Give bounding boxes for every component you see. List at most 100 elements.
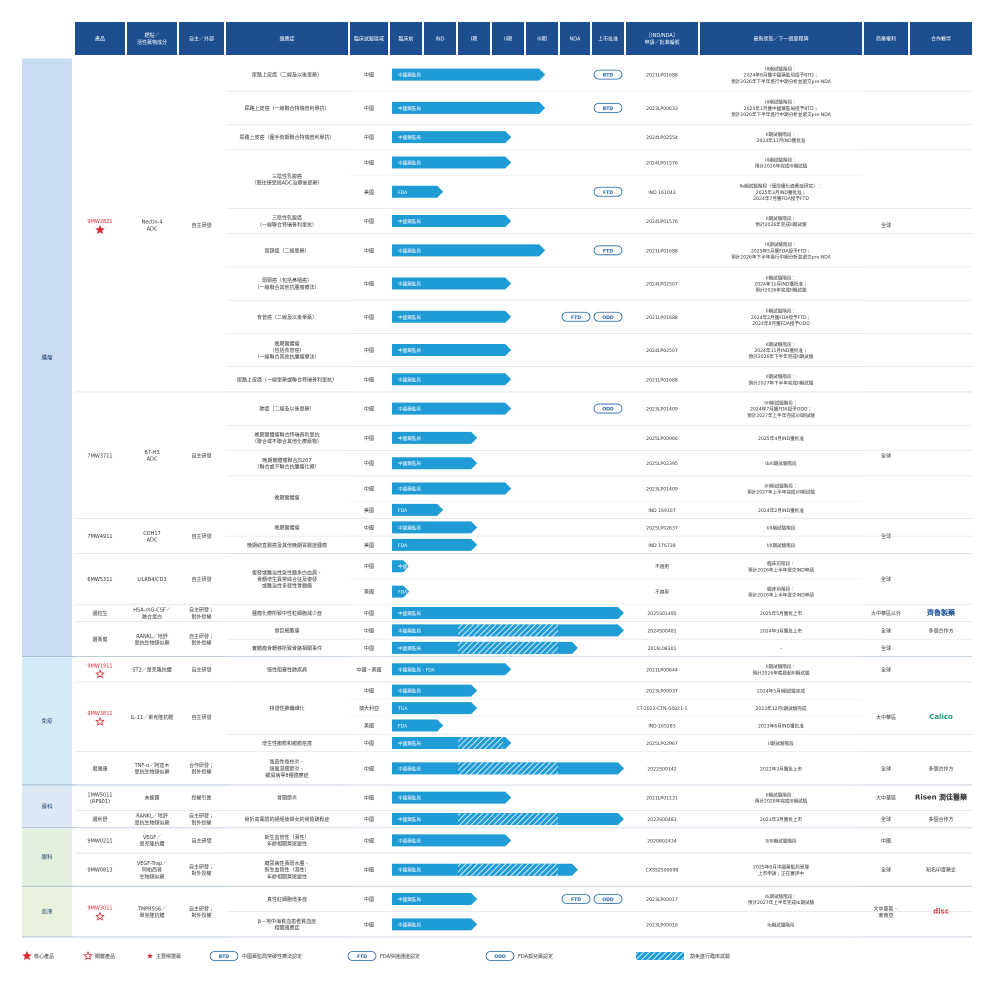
application-number: 不適用 [655, 588, 669, 595]
indication: 宮頸癌（二線單藥） [264, 247, 309, 254]
trial-region: 中國 [364, 405, 374, 412]
bar-label: 中國藥監局、FDA [398, 666, 436, 673]
target: RANKL／地舒單抗生物類似藥 [134, 812, 169, 826]
commercial-rights: 全球 [881, 221, 891, 228]
status: 2022年3月獲批上市 [760, 765, 803, 772]
key-star [95, 716, 105, 726]
product-name: 9MW0813 [87, 867, 112, 873]
commercial-rights: 全球 [881, 627, 891, 634]
target: VEGF／單克隆抗體 [139, 835, 164, 848]
product-name: 邁利舒 [92, 816, 107, 823]
indication: 特發性肺纖維化 [269, 705, 304, 712]
header-cell [560, 22, 590, 55]
application-number: 2024LP01576 [646, 219, 678, 225]
progress-bar [392, 606, 624, 619]
trial-region: 中國 [364, 159, 374, 166]
header-label: II期 [504, 36, 512, 42]
status: 臨床前階段：預計2026年上半年提交IND申請 [748, 585, 814, 598]
application-number: 2021LP01131 [646, 795, 678, 801]
section-label: 眼科 [41, 853, 53, 861]
header-label: 適應症 [279, 35, 294, 42]
legend-main: 主要候選藥 [156, 953, 181, 960]
application-number: CT-2022-CTN-04821-1 [637, 706, 688, 712]
designation-badge [593, 245, 623, 256]
status: II期試驗階段：預計2026年完成II期試驗 [755, 214, 807, 227]
trial-region: 中國 [364, 485, 374, 492]
indication: 肺癌（二線及以後單藥） [259, 405, 314, 412]
header-cell [226, 22, 348, 55]
application-number: 2023LP00016 [646, 922, 678, 928]
progress-bar [392, 719, 444, 732]
indication: 慢性阻塞性肺疾病 [267, 666, 307, 673]
indication: 真性紅細胞增多症 [267, 895, 307, 902]
bar-label: 中國藥監局 [398, 218, 421, 225]
indication: 新生血管性（濕性）年齡相關黃斑變性 [264, 834, 309, 848]
commercial-rights: 大中華區 [876, 713, 896, 720]
target: 未披露 [144, 794, 159, 801]
source: 自主研發 [191, 713, 211, 720]
key-star [83, 950, 93, 961]
source: 自主研發；對外授權 [189, 905, 214, 919]
target: ST2／單克隆抗體 [132, 666, 171, 673]
trial-region: 中國 [364, 687, 374, 694]
header-cell [526, 22, 558, 55]
product-name: 邁衛健 [92, 636, 107, 643]
indication: 增生性瘢痕和瘢痕疙瘩 [262, 740, 312, 747]
status: I/II期試驗階段： 2024年7月獲FDA授予ODD；預計2027年上半年完成I… [747, 399, 815, 418]
legend-badge-text: 中國藥監局突破性療法認定 [242, 953, 302, 960]
bar-label: 中國藥監局 [398, 460, 421, 467]
source: 自主研發 [191, 666, 211, 673]
progress-bar [392, 892, 478, 905]
bar-label: 中國藥監局 [398, 765, 421, 772]
product-name: 9MW1911 [87, 663, 112, 669]
bar-label: 中國藥監局 [398, 104, 421, 111]
core-star [95, 224, 105, 235]
application-number: 2023LP00633 [646, 105, 678, 111]
progress-bar [392, 402, 512, 415]
source: 自主研發 [191, 221, 211, 228]
bar-label: FDA [398, 589, 408, 595]
trial-region: 中國 [364, 816, 374, 823]
indication: 實體瘤骨轉移所致骨骼相關事件 [252, 644, 322, 651]
progress-bar [392, 702, 478, 715]
bar-label: 中國藥監局 [398, 159, 421, 166]
bar-label: 中國藥監局 [398, 921, 421, 928]
application-number: IND 161043 [648, 189, 675, 195]
core-star [22, 950, 32, 961]
legend-badge-text: FDA快速通道認定 [380, 953, 420, 960]
badge-label: BTD [603, 105, 614, 111]
section-band [22, 828, 72, 886]
legend-core: 核心產品 [34, 953, 54, 960]
bar-label: TGA [397, 706, 408, 712]
target: IL-11／單克隆抗體 [131, 713, 173, 720]
indication: 晚期實體瘤 [274, 494, 299, 501]
header-cell [424, 22, 456, 55]
trial-region: 澳大利亞 [359, 705, 379, 712]
application-number: 不適用 [655, 563, 669, 570]
progress-bar [392, 244, 546, 257]
trial-region: 中國 [364, 71, 374, 78]
section-label: 腫瘤 [41, 353, 53, 361]
bar-label: FDA [398, 189, 408, 195]
source: 授權引進 [191, 794, 211, 801]
trial-region: 中國 [364, 794, 374, 801]
bar-label: 中國藥監局 [398, 609, 421, 616]
bar-label: 中國藥監局 [398, 895, 421, 902]
progress-bar [392, 585, 410, 598]
trial-region: 中國 [364, 247, 374, 254]
status: Ib期試驗階段：預計2027年上半年完成Ib期試驗 [748, 892, 815, 905]
bar-label: FDA [398, 507, 408, 513]
status: II期試驗階段： 2024年11月IND獲批准 [757, 131, 806, 144]
indication: 尿路上皮癌（一線聯合特瑞普利單抗） [244, 104, 329, 111]
bar-label: 中國藥監局 [398, 524, 421, 531]
status: 臨床前階段：預計2026年上半年提交IND申請 [748, 560, 814, 573]
application-number: 2021LP01688 [646, 72, 678, 78]
indication: 頭頸癌（包括鼻咽癌）（一線聯合其他抗腫瘤療法） [254, 277, 319, 291]
bar-label: 中國藥監局 [398, 71, 421, 78]
bar-label: 中國藥監局 [398, 434, 421, 441]
exempt-hatch [458, 863, 558, 876]
trial-region: 中國 [364, 134, 374, 141]
header-cell [492, 22, 524, 55]
progress-bar [392, 521, 478, 534]
